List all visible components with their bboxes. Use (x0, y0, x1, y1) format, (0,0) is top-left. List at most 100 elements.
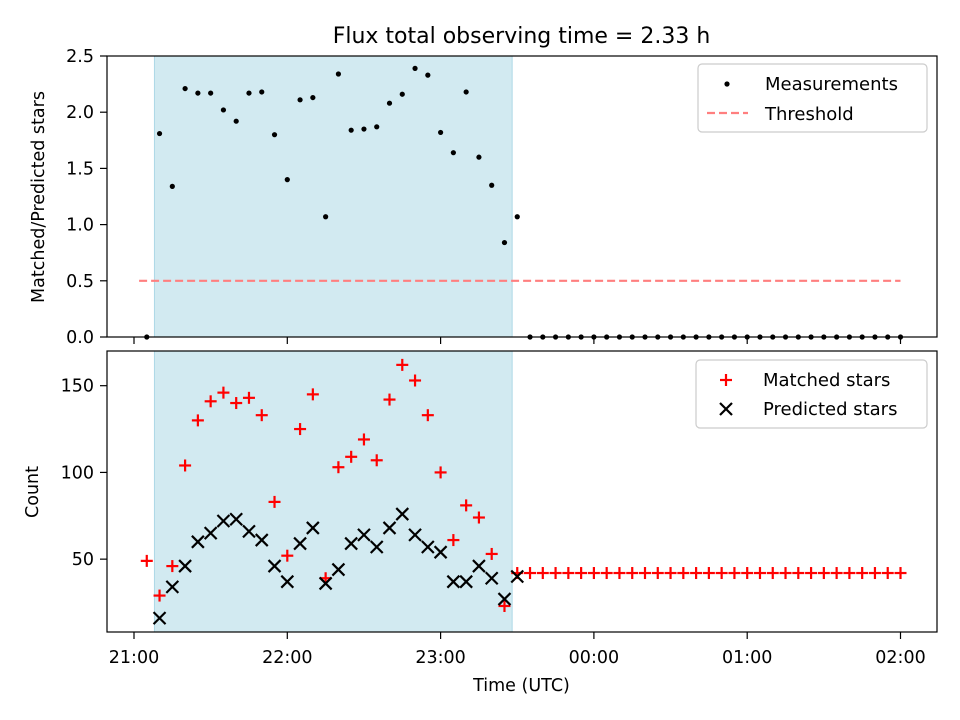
predicted-star-point (357, 528, 371, 542)
matched-star-point (894, 567, 907, 580)
matched-star-point (281, 549, 294, 562)
legend-marker-measurements (724, 81, 730, 87)
measurement-point (323, 214, 329, 220)
matched-star-point (153, 589, 166, 602)
predicted-star-point (203, 526, 218, 540)
matched-star-point (766, 567, 779, 580)
measurement-point (335, 71, 341, 77)
matched-star-point (664, 567, 677, 580)
measurement-point (208, 90, 214, 96)
matched-star-point (524, 567, 537, 580)
legend-marker-predicted (719, 402, 733, 416)
measurement-point (233, 118, 239, 124)
predicted-star-point (254, 533, 269, 547)
predicted-star-point (421, 540, 435, 554)
measurement-point (438, 129, 444, 136)
x-tick-label: 01:00 (722, 648, 772, 668)
predicted-star-point (318, 576, 333, 591)
measurement-point (399, 91, 405, 97)
matched-star-point (306, 388, 319, 401)
predicted-star-point (293, 536, 307, 551)
matched-star-point (409, 374, 422, 387)
chart-title: Flux total observing time = 2.33 h (333, 24, 711, 49)
bottom-observing-span (153, 350, 513, 633)
measurement-point (246, 90, 252, 96)
matched-star-point (217, 386, 230, 399)
matched-star-point (140, 554, 153, 567)
measurement-point (156, 130, 163, 137)
predicted-star-point (472, 559, 486, 573)
predicted-star-point (306, 521, 320, 535)
matched-star-point (843, 567, 856, 580)
matched-star-point (817, 567, 830, 580)
matched-star-point (447, 534, 460, 547)
matched-star-point (255, 409, 268, 422)
matched-star-point (881, 567, 894, 580)
x-tick-label: 02:00 (875, 648, 925, 668)
measurement-point (489, 182, 495, 188)
measurement-point (297, 97, 303, 103)
matched-star-point (370, 454, 383, 467)
matched-star-point (460, 499, 473, 512)
matched-star-point (562, 567, 575, 580)
measurement-point (284, 177, 290, 183)
matched-star-point (242, 391, 255, 404)
predicted-star-point (152, 611, 167, 625)
top-y-tick-label: 2.5 (66, 47, 94, 67)
matched-star-point (575, 567, 588, 580)
measurement-point (450, 150, 456, 156)
matched-star-point (345, 450, 358, 463)
matched-star-point (166, 560, 179, 573)
predicted-star-point (459, 574, 473, 589)
predicted-star-point (229, 512, 243, 527)
x-tick-label: 21:00 (109, 648, 159, 668)
matched-star-point (536, 567, 549, 580)
matched-star-point (830, 567, 843, 580)
predicted-star-point (344, 536, 358, 551)
matched-star-point (639, 567, 651, 580)
top-y-tick-label: 1.0 (66, 216, 94, 236)
matched-star-point (434, 466, 447, 479)
measurement-point (361, 126, 367, 132)
measurement-point (425, 72, 431, 78)
measurement-point (348, 127, 354, 133)
bottom-legend-box (695, 359, 928, 429)
matched-star-point (294, 423, 307, 436)
measurement-point (501, 239, 508, 246)
matched-star-point (792, 567, 805, 580)
measurement-point (182, 85, 188, 92)
predicted-star-point (216, 514, 231, 528)
legend-label-matched: Matched stars (763, 370, 890, 391)
matched-star-point (268, 495, 281, 508)
matched-star-point (472, 511, 485, 524)
matched-star-point (715, 567, 728, 580)
top-legend: Measurements Threshold (697, 63, 928, 133)
predicted-star-point (433, 545, 448, 559)
top-panel: Flux total observing time = 2.33 h 0.0 0.… (29, 24, 938, 348)
matched-star-point (677, 567, 690, 580)
matched-star-point (498, 599, 511, 612)
bottom-y-tick-label: 100 (61, 463, 94, 483)
predicted-star-point (382, 521, 397, 535)
matched-star-point (230, 397, 243, 410)
matched-star-point (383, 393, 396, 406)
matched-star-point (357, 433, 370, 446)
matched-star-point (587, 567, 600, 580)
matched-star-point (690, 567, 703, 580)
predicted-star-point (165, 580, 180, 594)
top-y-tick-label: 0.0 (66, 328, 94, 348)
x-tick-label: 00:00 (569, 648, 619, 668)
matched-star-point (332, 461, 345, 474)
matched-star-point (753, 567, 766, 580)
top-legend-box (697, 63, 928, 133)
measurement-point (514, 214, 520, 220)
matched-star-point (779, 567, 792, 580)
x-tick-label: 23:00 (415, 648, 465, 668)
predicted-star-point (280, 574, 295, 589)
legend-label-threshold: Threshold (764, 104, 854, 125)
measurement-point (463, 89, 469, 95)
measurement-point (412, 65, 418, 71)
measurement-point (386, 100, 393, 106)
matched-star-point (613, 567, 626, 580)
